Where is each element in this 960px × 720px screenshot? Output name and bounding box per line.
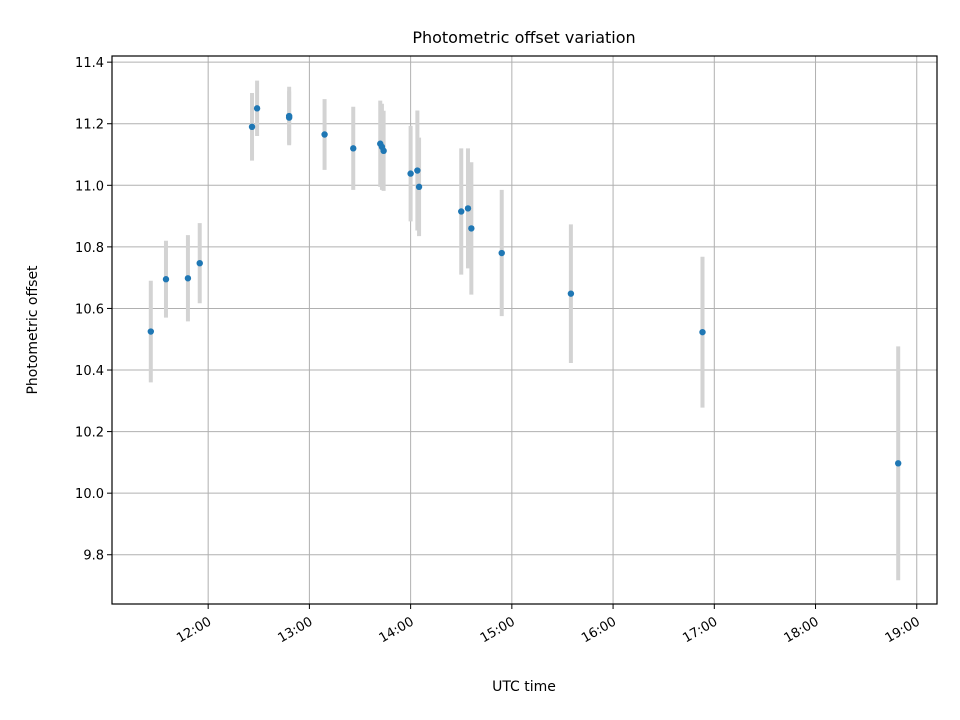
data-point <box>407 170 414 177</box>
y-tick-label: 10.8 <box>75 241 104 256</box>
data-point <box>196 259 203 267</box>
y-tick-label: 11.4 <box>75 56 104 71</box>
y-tick-label: 10.6 <box>75 302 104 317</box>
y-tick-label: 10.0 <box>75 487 104 502</box>
data-point <box>498 249 505 257</box>
data-point <box>321 131 328 138</box>
plot-frame <box>111 55 938 605</box>
data-point <box>458 208 465 215</box>
y-tick-label: 11.0 <box>75 179 104 194</box>
data-point <box>184 275 192 282</box>
data-point <box>464 205 472 212</box>
data-point <box>894 460 902 467</box>
data-point <box>468 225 475 232</box>
y-tick-label: 11.2 <box>75 118 104 133</box>
chart-title: Photometric offset variation <box>412 28 635 47</box>
y-tick-label: 10.4 <box>75 364 104 379</box>
y-axis-label: Photometric offset <box>25 265 41 395</box>
data-points <box>147 105 902 467</box>
y-tick-label: 9.8 <box>83 549 104 564</box>
data-point <box>415 183 423 191</box>
x-axis-label: UTC time <box>492 679 556 695</box>
data-point <box>414 167 421 174</box>
data-point <box>380 147 387 155</box>
data-point <box>567 290 575 297</box>
y-tick-label: 10.2 <box>75 426 104 441</box>
y-axis-ticks: 9.8 10.0 10.2 10.4 10.6 10.8 11.0 11.2 11.4 <box>75 56 112 564</box>
data-point <box>147 328 155 335</box>
data-point <box>699 328 706 336</box>
data-point <box>285 114 293 121</box>
data-point <box>350 145 357 152</box>
data-point <box>253 105 261 112</box>
data-point <box>162 276 170 283</box>
data-point <box>248 123 256 131</box>
